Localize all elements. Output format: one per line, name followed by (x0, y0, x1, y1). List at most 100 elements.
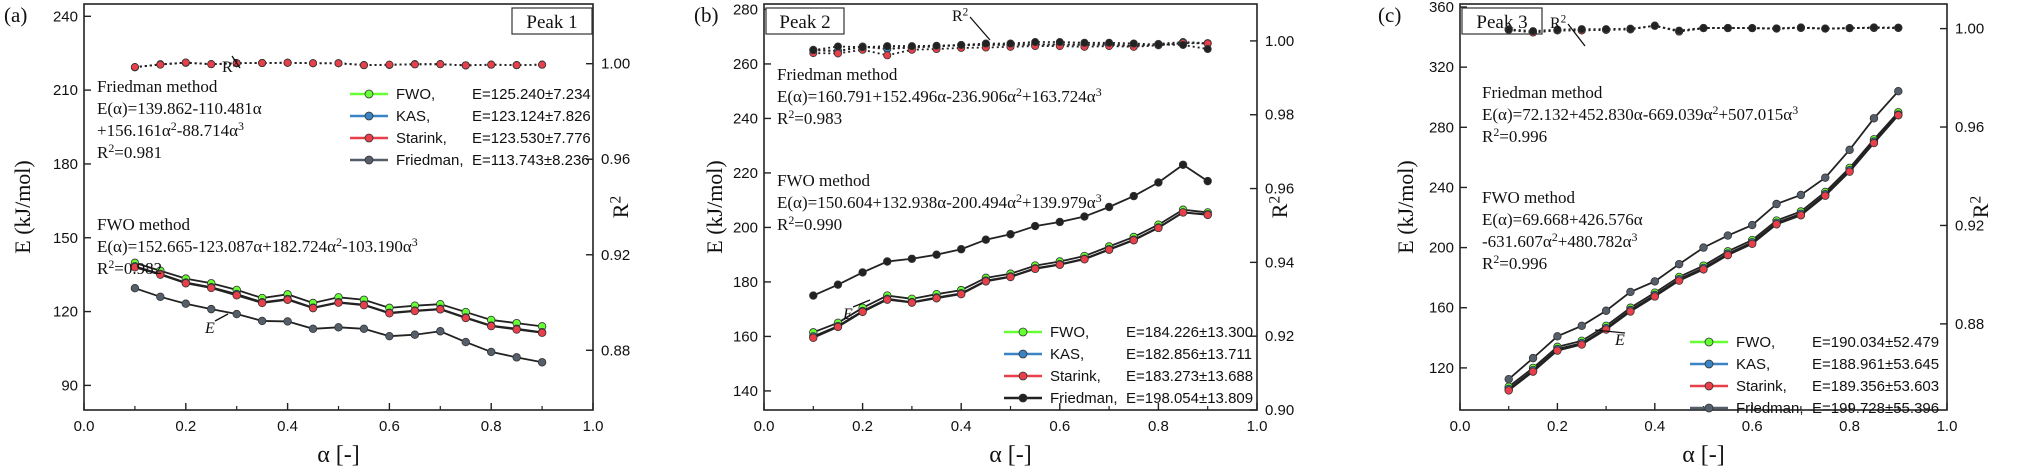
x-tick-label: 0.4 (277, 418, 298, 435)
e-point (1747, 239, 1757, 249)
e-point (1504, 386, 1513, 395)
e-point (1104, 202, 1114, 212)
fwo-equation-line: R2=0.990 (777, 213, 842, 234)
legend-name: Friedman, (1050, 390, 1118, 407)
y2-tick-label: 1.00 (1265, 33, 1294, 50)
e-point (156, 292, 165, 302)
legend: FWO, E=190.034±52.479 KAS, E=188.961±53.645… (1690, 334, 1939, 417)
e-point (283, 317, 292, 326)
legend-name: KAS, (1050, 346, 1084, 363)
legend-name: Starink, (1050, 368, 1101, 385)
e-point (1772, 220, 1781, 229)
legend-marker (1704, 337, 1714, 347)
r2-point (1031, 38, 1040, 47)
y-axis-label: E (kJ/mol) (1393, 160, 1418, 254)
x-tick-label: 0.0 (754, 418, 775, 435)
r2-point (1080, 38, 1089, 47)
e-point (1699, 243, 1708, 252)
e-point (1772, 199, 1781, 209)
e-point (1601, 306, 1611, 315)
r2-point (883, 51, 892, 60)
friedman-equation-line: R2=0.983 (777, 107, 842, 128)
r2-point (156, 60, 165, 69)
x-tick-label: 0.2 (175, 418, 196, 435)
e-point (308, 324, 318, 333)
y2-axis-label: R2 (1967, 196, 1993, 218)
r2-marker-arrow (1567, 23, 1586, 47)
e-marker-label: E (1614, 332, 1625, 349)
x-tick-label: 0.6 (1049, 418, 1070, 435)
y2-tick-label: 0.88 (1955, 316, 1984, 333)
e-point (1650, 292, 1659, 301)
e-point (181, 279, 190, 288)
e-point (1821, 173, 1830, 182)
panel-label: (a) (4, 3, 27, 27)
e-point (359, 324, 369, 333)
y-tick-label: 180 (53, 156, 78, 173)
y2-tick-label: 0.94 (1265, 254, 1294, 271)
e-point (932, 294, 941, 303)
legend-marker (364, 133, 374, 143)
legend-marker (1018, 349, 1028, 359)
legend: FWO, E=184.226±13.300 KAS, E=182.856±13.711… (1004, 324, 1253, 407)
r2-marker-label: R2 (952, 6, 968, 25)
e-point (1699, 265, 1708, 274)
y2-tick-label: 0.90 (1265, 402, 1294, 419)
y2-tick-label: 0.96 (1265, 181, 1294, 198)
fwo-equation-line: R2=0.996 (1482, 252, 1547, 273)
x-axis-label: α [-] (317, 442, 360, 468)
friedman-method-title: Friedman method (1482, 83, 1603, 102)
friedman-equation-line: E(α)=160.791+152.496α-236.906α2+163.724α… (777, 85, 1102, 106)
fwo-equation-line: -631.607α2+480.782α3 (1482, 230, 1638, 251)
e-point (232, 309, 241, 319)
legend-marker (1018, 393, 1028, 403)
y2-tick-label: 0.88 (601, 342, 630, 359)
e-point (809, 333, 818, 342)
e-point (232, 291, 241, 300)
e-point (537, 328, 547, 337)
legend-stat: E=183.273±13.688 (1126, 368, 1253, 385)
y2-axis-label: R2 (607, 196, 633, 218)
e-point (1178, 160, 1188, 169)
e-point (487, 347, 496, 357)
e-point (1080, 255, 1089, 264)
e-point (410, 330, 420, 339)
friedman-equation-line: R2=0.981 (97, 141, 162, 162)
e-point (981, 235, 991, 244)
e-point (1894, 87, 1903, 96)
e-point (1821, 191, 1830, 200)
legend-name: Friedman, (1736, 400, 1804, 417)
e-point (858, 307, 867, 317)
legend-marker (1704, 381, 1714, 391)
legend-stat: E=123.530±7.776 (472, 130, 591, 147)
legend-stat: E=113.743±8.236 (472, 152, 590, 169)
legend-stat: E=199.728±55.396 (1812, 400, 1939, 417)
e-point (1154, 178, 1163, 187)
y2-tick-label: 1.00 (1955, 21, 1984, 38)
e-point (1006, 272, 1015, 282)
fwo-equation-line: R2=0.982 (97, 257, 162, 278)
fwo-equation-line: E(α)=69.668+426.576α (1482, 210, 1643, 229)
legend-stat: E=188.961±53.645 (1812, 356, 1939, 373)
r2-point (932, 41, 941, 50)
y-tick-label: 280 (1429, 119, 1454, 136)
fwo-equation-line: E(α)=150.604+132.938α-200.494α2+139.979α… (777, 191, 1102, 212)
e-point (1129, 191, 1138, 201)
panel-label: (b) (694, 3, 719, 27)
r2-point (809, 46, 818, 55)
e-point (1203, 210, 1212, 220)
x-tick-label: 0.2 (1547, 418, 1568, 435)
r2-point (1796, 23, 1805, 32)
y-tick-label: 200 (733, 219, 758, 236)
r2-point (436, 60, 445, 69)
legend-marker (1018, 327, 1028, 337)
y2-tick-label: 0.98 (1265, 107, 1294, 124)
legend-stat: E=189.356±53.603 (1812, 378, 1939, 395)
e-point (1894, 111, 1903, 120)
e-point (1553, 332, 1562, 341)
friedman-method-title: Friedman method (777, 65, 898, 84)
e-point (385, 331, 394, 341)
e-point (883, 295, 892, 304)
r2-point (1154, 40, 1163, 49)
e-marker-arrow (214, 313, 229, 322)
